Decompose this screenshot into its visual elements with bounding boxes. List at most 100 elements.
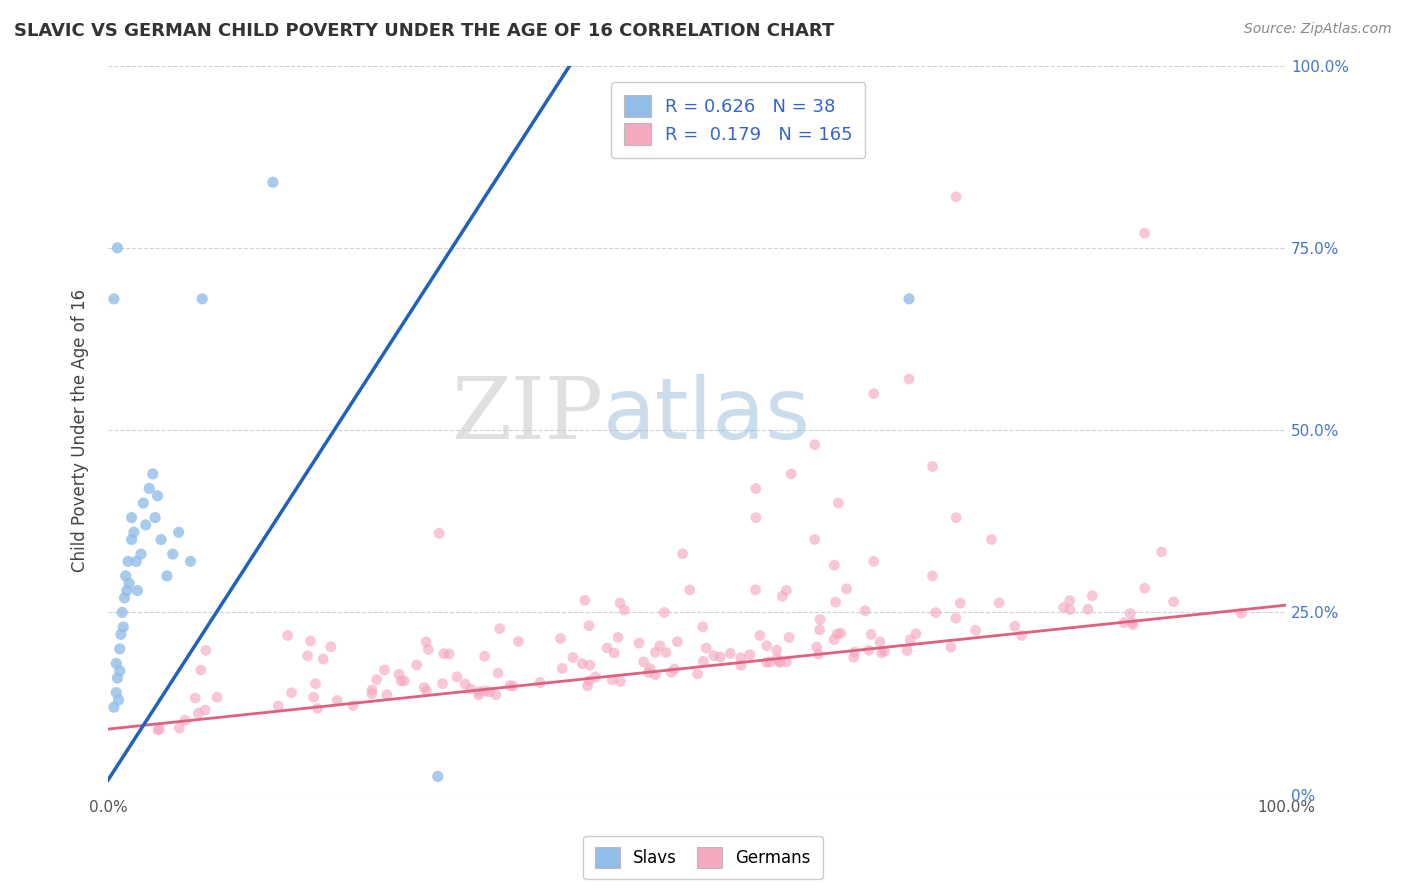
Point [873,644,896,658]
Point [1052,600,1074,615]
Point [745,482,768,496]
Point [446,670,468,684]
Point [659,665,682,680]
Point [194,703,217,717]
Point [1133,227,1156,241]
Point [167,525,190,540]
Point [388,667,411,681]
Point [415,635,437,649]
Point [115,583,138,598]
Point [114,569,136,583]
Point [655,646,678,660]
Point [703,648,725,663]
Point [374,663,396,677]
Point [718,647,741,661]
Point [806,640,828,654]
Text: atlas: atlas [603,374,811,457]
Point [780,467,803,481]
Point [121,533,143,547]
Point [508,634,530,648]
Point [571,657,593,671]
Point [1119,607,1142,621]
Point [1112,615,1135,630]
Text: Source: ZipAtlas.com: Source: ZipAtlas.com [1244,22,1392,37]
Point [835,582,858,596]
Point [823,558,845,573]
Point [808,623,831,637]
Point [132,496,155,510]
Point [896,643,918,657]
Point [551,661,574,675]
Point [114,591,136,605]
Point [827,496,849,510]
Point [190,663,212,677]
Point [142,467,165,481]
Point [138,482,160,496]
Point [1122,618,1144,632]
Point [1133,581,1156,595]
Point [366,673,388,687]
Point [394,673,416,688]
Point [121,510,143,524]
Point [921,459,943,474]
Point [679,582,702,597]
Point [156,569,179,583]
Point [122,525,145,540]
Point [413,681,436,695]
Point [695,641,717,656]
Point [862,386,884,401]
Point [550,632,572,646]
Point [108,664,131,678]
Point [692,620,714,634]
Point [778,631,800,645]
Point [485,688,508,702]
Point [613,603,636,617]
Point [326,693,349,707]
Point [304,676,326,690]
Point [870,646,893,660]
Point [769,656,792,670]
Point [389,673,412,688]
Point [644,645,666,659]
Point [830,626,852,640]
Point [898,292,921,306]
Point [755,639,778,653]
Point [844,645,866,659]
Point [150,533,173,547]
Point [108,641,131,656]
Point [1059,602,1081,616]
Point [143,510,166,524]
Text: SLAVIC VS GERMAN CHILD POVERTY UNDER THE AGE OF 16 CORRELATION CHART: SLAVIC VS GERMAN CHILD POVERTY UNDER THE… [14,22,834,40]
Point [1163,595,1185,609]
Point [127,583,149,598]
Point [803,438,825,452]
Point [1059,593,1081,607]
Point [486,666,509,681]
Point [1121,615,1143,630]
Point [652,606,675,620]
Point [297,648,319,663]
Point [730,658,752,673]
Point [162,547,184,561]
Point [135,517,157,532]
Point [1011,628,1033,642]
Text: ZIP: ZIP [451,374,603,458]
Point [437,647,460,661]
Point [1150,545,1173,559]
Legend: R = 0.626   N = 38, R =  0.179   N = 165: R = 0.626 N = 38, R = 0.179 N = 165 [612,82,866,158]
Point [112,620,135,634]
Point [117,554,139,568]
Point [988,596,1011,610]
Point [502,679,524,693]
Point [628,636,651,650]
Point [191,292,214,306]
Point [745,510,768,524]
Point [418,642,440,657]
Point [600,673,623,687]
Point [823,632,845,647]
Point [474,649,496,664]
Point [980,533,1002,547]
Point [426,769,449,783]
Point [578,619,600,633]
Point [633,655,655,669]
